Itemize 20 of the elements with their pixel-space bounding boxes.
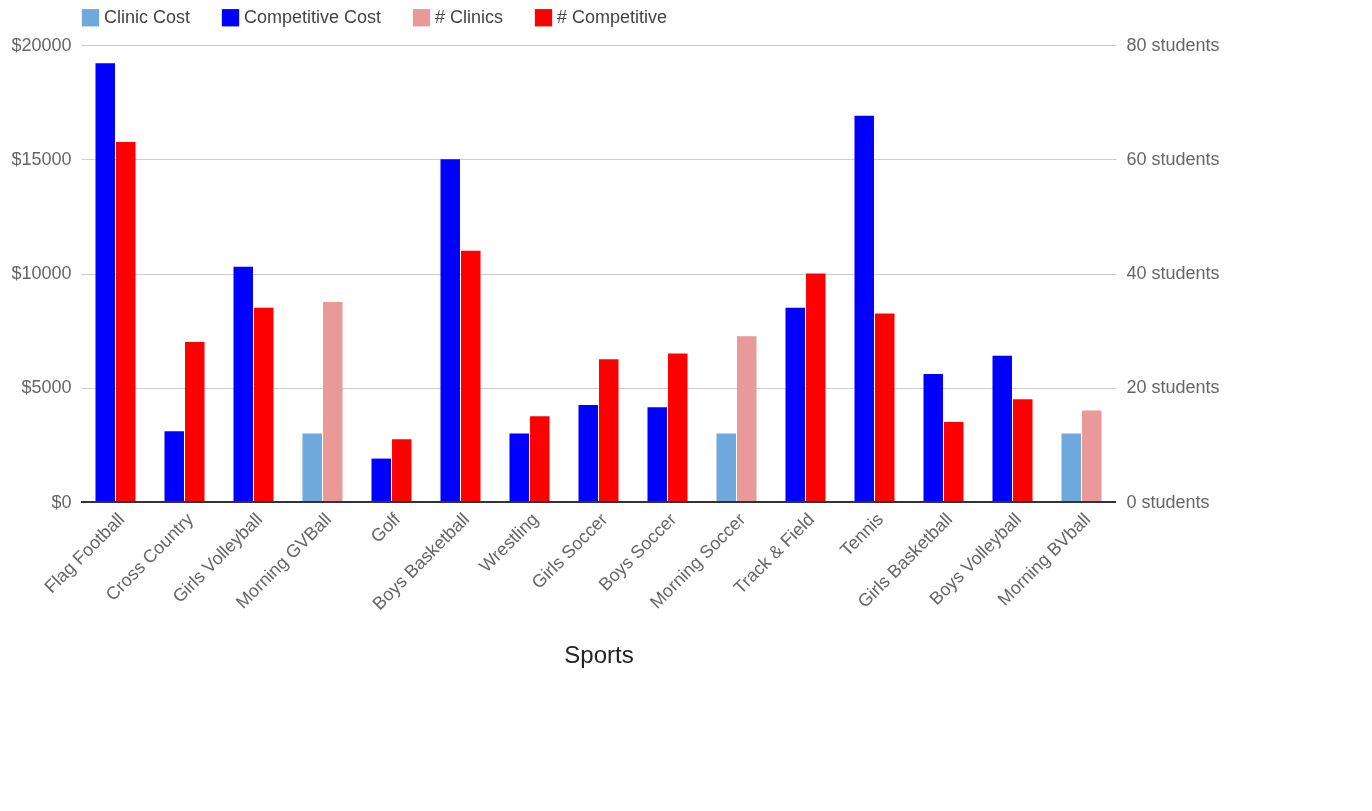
legend-label: # Competitive — [557, 6, 668, 27]
y-tick-label: $20000 — [11, 34, 72, 55]
y-tick-label: $15000 — [11, 148, 72, 169]
bar — [185, 342, 205, 502]
legend-label: Clinic Cost — [104, 6, 191, 27]
y2-tick-label: 0 students — [1126, 491, 1210, 512]
legend-label: Competitive Cost — [244, 6, 382, 27]
y2-tick-label: 20 students — [1126, 377, 1220, 398]
y-tick-label: $10000 — [11, 263, 72, 283]
y2-tick-label: 60 students — [1126, 148, 1220, 169]
y-tick-label: $5000 — [21, 377, 72, 398]
y-tick-label: $0 — [51, 491, 72, 512]
x-axis-title: Sports — [564, 640, 634, 668]
bar — [854, 115, 874, 502]
bar — [737, 336, 757, 502]
y2-tick-label: 80 students — [1126, 34, 1220, 55]
bar — [323, 302, 343, 502]
legend-label: # Clinics — [435, 6, 504, 27]
x-tick-label: Golf — [366, 508, 405, 547]
y2-tick-label: 40 students — [1126, 263, 1220, 283]
